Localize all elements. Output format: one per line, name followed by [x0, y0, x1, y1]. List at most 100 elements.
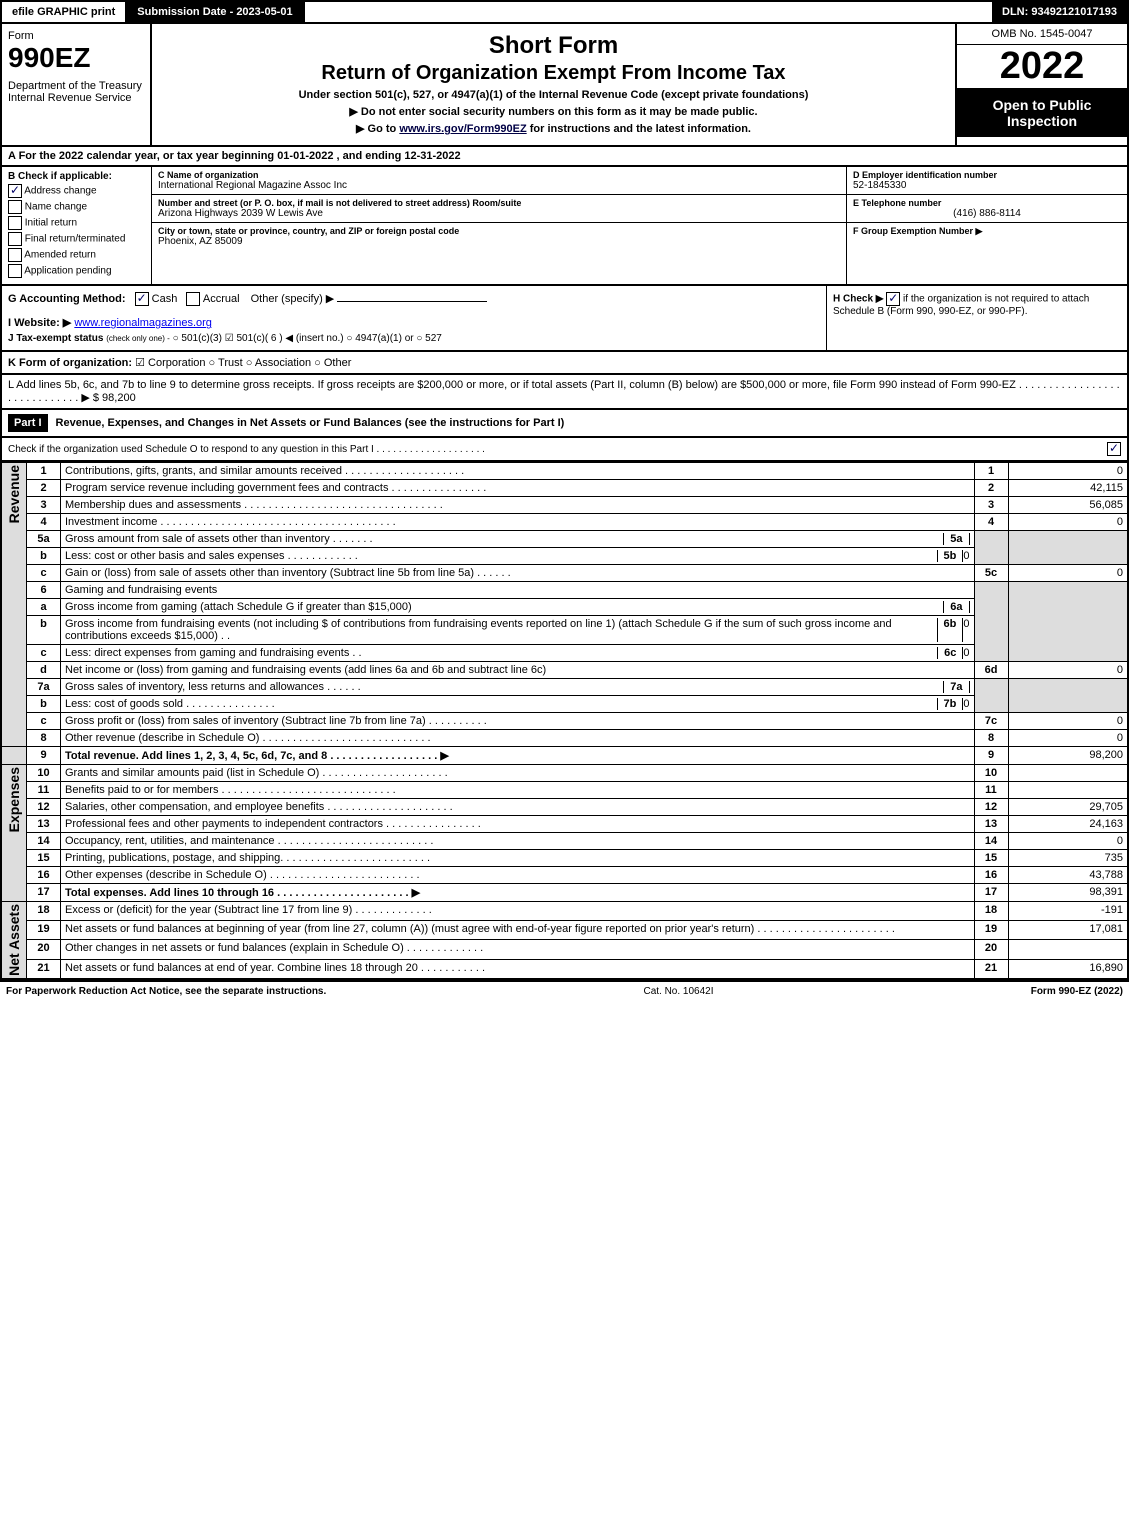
part-i-title: Revenue, Expenses, and Changes in Net As… — [56, 417, 565, 429]
line-num: 14 — [27, 833, 61, 850]
expenses-side-label: Expenses — [1, 765, 27, 902]
submission-date-label: Submission Date - 2023-05-01 — [127, 2, 304, 22]
line-desc: Gross sales of inventory, less returns a… — [61, 679, 975, 696]
line-desc: Gain or (loss) from sale of assets other… — [61, 565, 975, 582]
checkbox-icon — [8, 248, 22, 262]
line-desc: Gaming and fundraising events — [61, 582, 975, 599]
checkbox-icon — [8, 232, 22, 246]
line-num: 21 — [27, 959, 61, 979]
header-center: Short Form Return of Organization Exempt… — [152, 24, 957, 145]
line-amount: 0 — [1008, 514, 1128, 531]
part-i-label: Part I — [8, 414, 48, 432]
ssn-warning: ▶ Do not enter social security numbers o… — [158, 105, 949, 118]
line-desc: Other revenue (describe in Schedule O) .… — [61, 730, 975, 747]
ein-value: 52-1845330 — [853, 180, 1121, 191]
checkbox-initial-return[interactable]: Initial return — [8, 216, 145, 230]
checkbox-application-pending[interactable]: Application pending — [8, 264, 145, 278]
checkbox-final-return[interactable]: Final return/terminated — [8, 232, 145, 246]
line-desc: Benefits paid to or for members . . . . … — [61, 782, 975, 799]
line-desc: Gross income from gaming (attach Schedul… — [61, 599, 975, 616]
other-label[interactable]: Other (specify) ▶ — [251, 293, 335, 305]
line-desc: Less: cost or other basis and sales expe… — [61, 548, 975, 565]
section-def: D Employer identification number 52-1845… — [847, 167, 1127, 284]
line-ref: 16 — [974, 867, 1008, 884]
line-desc: Net assets or fund balances at beginning… — [61, 921, 975, 940]
ein-cell: D Employer identification number 52-1845… — [847, 167, 1127, 195]
checkbox-icon — [8, 200, 22, 214]
line-ref: 6d — [974, 662, 1008, 679]
checkbox-icon — [186, 292, 200, 306]
line-num: 18 — [27, 902, 61, 921]
tax-exempt-options[interactable]: ○ 501(c)(3) ☑ 501(c)( 6 ) ◀ (insert no.)… — [173, 333, 442, 344]
line-desc: Less: direct expenses from gaming and fu… — [61, 645, 975, 662]
line-amount: 98,391 — [1008, 884, 1128, 902]
section-gh: G Accounting Method: Cash Accrual Other … — [0, 286, 1129, 352]
line-desc: Gross profit or (loss) from sales of inv… — [61, 713, 975, 730]
checkbox-label: Final return/terminated — [25, 234, 126, 245]
line-desc: Salaries, other compensation, and employ… — [61, 799, 975, 816]
line-amount — [1008, 782, 1128, 799]
website-link[interactable]: www.regionalmagazines.org — [74, 317, 212, 329]
line-ref: 10 — [974, 765, 1008, 782]
form-of-org-options[interactable]: ☑ Corporation ○ Trust ○ Association ○ Ot… — [135, 357, 351, 369]
line-amount: 98,200 — [1008, 747, 1128, 765]
checkbox-address-change[interactable]: Address change — [8, 184, 145, 198]
section-k: K Form of organization: ☑ Corporation ○ … — [0, 352, 1129, 375]
subline-desc: Gross income from fundraising events (no… — [65, 618, 937, 642]
subline-value: 0 — [963, 647, 969, 659]
department-label: Department of the Treasury Internal Reve… — [8, 80, 144, 104]
shaded-cell — [974, 531, 1008, 565]
accrual-label[interactable]: Accrual — [203, 293, 240, 305]
checkbox-label: Application pending — [24, 266, 111, 277]
line-num: 17 — [27, 884, 61, 902]
line-amount: 29,705 — [1008, 799, 1128, 816]
checkbox-name-change[interactable]: Name change — [8, 200, 145, 214]
footer-paperwork: For Paperwork Reduction Act Notice, see … — [6, 986, 326, 997]
line-num: a — [27, 599, 61, 616]
line-ref: 3 — [974, 497, 1008, 514]
line-ref: 19 — [974, 921, 1008, 940]
instructions-pre: ▶ Go to — [356, 123, 399, 135]
line-num: 1 — [27, 463, 61, 480]
checkbox-icon — [1107, 442, 1121, 456]
line-desc: Other changes in net assets or fund bala… — [61, 940, 975, 959]
line-num: 15 — [27, 850, 61, 867]
netassets-side-text: Net Assets — [6, 904, 22, 976]
line-ref: 4 — [974, 514, 1008, 531]
form-title: Short Form — [158, 32, 949, 60]
website-label: I Website: ▶ — [8, 317, 71, 329]
line-ref: 9 — [974, 747, 1008, 765]
efile-print-button[interactable]: efile GRAPHIC print — [2, 2, 127, 22]
telephone-cell: E Telephone number (416) 886-8114 — [847, 195, 1127, 223]
h-label: H Check ▶ — [833, 294, 883, 305]
subline-value: 0 — [963, 698, 969, 710]
line-ref: 18 — [974, 902, 1008, 921]
instructions-link[interactable]: www.irs.gov/Form990EZ — [399, 123, 526, 135]
checkbox-label: Initial return — [25, 218, 77, 229]
line-num: 6 — [27, 582, 61, 599]
section-l-text: L Add lines 5b, 6c, and 7b to line 9 to … — [8, 379, 1120, 404]
line-ref: 8 — [974, 730, 1008, 747]
line-num: d — [27, 662, 61, 679]
section-c: C Name of organization International Reg… — [152, 167, 847, 284]
shaded-cell — [1008, 679, 1128, 713]
org-name-label: C Name of organization — [158, 170, 840, 180]
line-amount: 0 — [1008, 713, 1128, 730]
line-ref: 5c — [974, 565, 1008, 582]
footer-catno: Cat. No. 10642I — [643, 986, 713, 997]
checkbox-amended-return[interactable]: Amended return — [8, 248, 145, 262]
section-bcdef: B Check if applicable: Address change Na… — [0, 167, 1129, 286]
line-amount: 735 — [1008, 850, 1128, 867]
tax-year: 2022 — [957, 45, 1127, 89]
footer-formref: Form 990-EZ (2022) — [1031, 986, 1123, 997]
line-num: 13 — [27, 816, 61, 833]
tax-exempt-sub: (check only one) - — [106, 334, 170, 343]
telephone-value: (416) 886-8114 — [853, 208, 1121, 219]
line-num: b — [27, 696, 61, 713]
line-amount — [1008, 940, 1128, 959]
cash-label[interactable]: Cash — [152, 293, 178, 305]
other-specify-line[interactable] — [337, 301, 487, 302]
line-ref: 17 — [974, 884, 1008, 902]
section-h: H Check ▶ if the organization is not req… — [827, 286, 1127, 350]
line-num: c — [27, 713, 61, 730]
